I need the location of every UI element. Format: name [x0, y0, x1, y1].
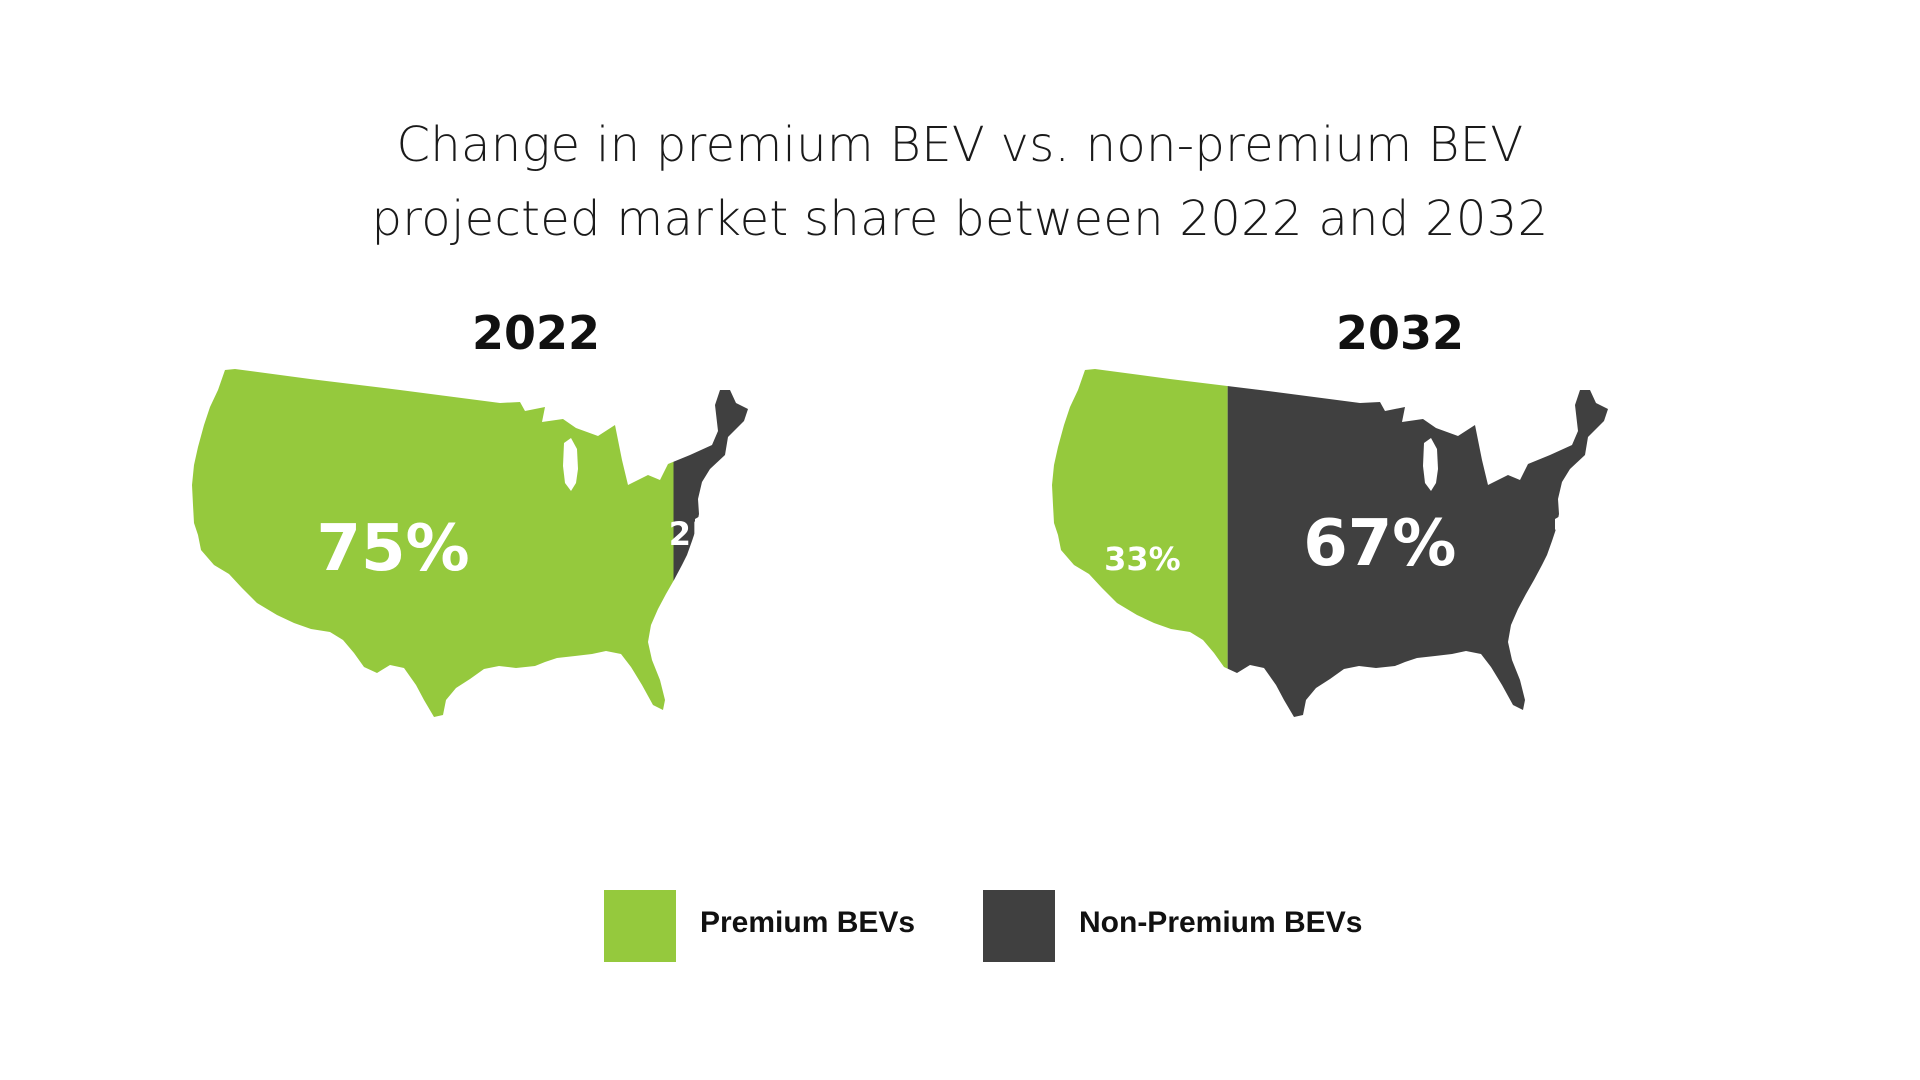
legend-swatch-premium: [604, 890, 676, 962]
legend-label-premium: Premium BEVs: [700, 906, 916, 939]
legend-label-non-premium: Non-Premium BEVs: [1079, 906, 1363, 939]
year-label-2022: 2022: [471, 306, 601, 360]
us-map-2032: 33% 67%: [1052, 369, 1608, 717]
chart-title: Change in premium BEV vs. non-premium BE…: [0, 108, 1920, 256]
year-label-2032: 2032: [1335, 306, 1465, 360]
lake-michigan: [1423, 438, 1438, 491]
label-premium-2032: 33%: [1104, 540, 1181, 578]
title-line-2: projected market share between 2022 and …: [371, 191, 1549, 247]
legend-swatch-non-premium: [983, 890, 1055, 962]
chesapeake-bay: [695, 515, 704, 535]
region-non-premium-2032: [1227, 369, 1608, 717]
chesapeake-bay: [1555, 515, 1564, 535]
region-non-premium-2022: [673, 369, 748, 717]
title-line-1: Change in premium BEV vs. non-premium BE…: [396, 117, 1524, 173]
label-premium-2022: 75%: [316, 512, 469, 586]
label-non-premium-2032: 67%: [1303, 507, 1456, 581]
us-map-2022: 75% 25%: [192, 369, 748, 717]
label-non-premium-2022: 25%: [669, 515, 746, 553]
region-premium-2032: [1052, 369, 1228, 717]
lake-michigan: [563, 438, 578, 491]
region-premium-2022: [192, 369, 674, 717]
